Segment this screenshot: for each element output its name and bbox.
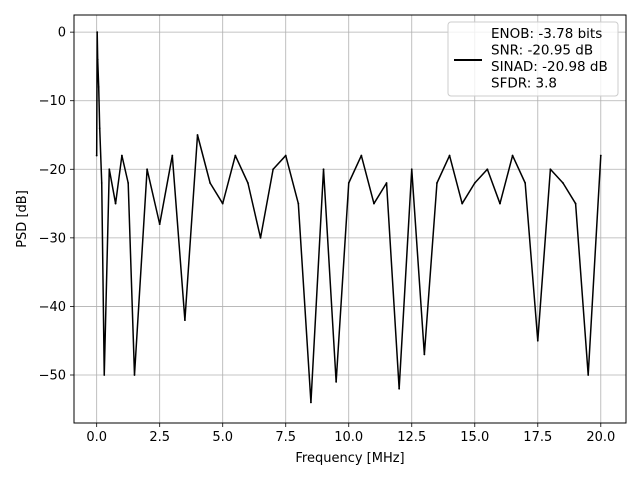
psd-data-point xyxy=(373,202,375,205)
axes-frame xyxy=(73,14,627,424)
psd-data-point xyxy=(114,202,117,205)
y-tick-label: −50 xyxy=(39,369,66,384)
y-tick-label: −30 xyxy=(39,231,66,246)
psd-data-point xyxy=(310,401,312,404)
x-tick-label: 7.5 xyxy=(275,430,296,445)
psd-data-point xyxy=(103,374,106,376)
grid xyxy=(74,15,626,423)
y-tick-label: −40 xyxy=(39,300,66,315)
psd-data-point xyxy=(436,182,438,184)
psd-data-point xyxy=(423,353,426,356)
psd-data-point xyxy=(171,154,174,157)
psd-data-point xyxy=(322,168,325,171)
psd-data-point xyxy=(158,223,161,226)
psd-data-point xyxy=(184,319,186,322)
psd-data-point xyxy=(98,127,101,130)
x-tick-label: 0.0 xyxy=(86,430,107,445)
legend-sfdr: SFDR: 3.8 xyxy=(491,76,557,92)
psd-data-point xyxy=(196,134,199,136)
x-tick-label: 15.0 xyxy=(460,430,489,445)
psd-data-point xyxy=(486,168,489,171)
psd-data-point xyxy=(133,374,136,376)
psd-data-point xyxy=(398,387,401,390)
psd-data-point xyxy=(247,182,249,184)
y-axis-label: PSD [dB] xyxy=(15,190,30,248)
psd-data-point xyxy=(95,154,98,157)
psd-data-point xyxy=(587,374,590,376)
psd-data-point xyxy=(234,154,237,157)
psd-data-point xyxy=(562,182,564,184)
legend-enob: ENOB: -3.78 bits xyxy=(491,26,602,42)
psd-data-point xyxy=(284,154,287,157)
y-tick-label: −10 xyxy=(39,94,66,109)
x-tick-label: 2.5 xyxy=(149,430,170,445)
psd-data-point xyxy=(360,154,363,157)
psd-data-point xyxy=(100,182,103,184)
psd-data-point xyxy=(146,168,148,171)
legend: ENOB: -3.78 bits SNR: -20.95 dB SINAD: -… xyxy=(447,21,619,97)
psd-data-point xyxy=(97,86,100,88)
psd-data-point xyxy=(297,202,300,205)
psd-data-point xyxy=(127,182,130,184)
psd-data-point xyxy=(536,339,539,342)
x-tick-label: 17.5 xyxy=(523,430,552,445)
psd-data-point xyxy=(221,202,224,205)
psd-data-point xyxy=(461,202,464,205)
psd-data-point xyxy=(96,31,99,34)
x-axis-ticks: 0.0 2.5 5.0 7.5 10.0 12.5 15.0 17.5 20.0 xyxy=(86,423,615,445)
y-tick-label: −20 xyxy=(39,163,66,178)
x-tick-label: 12.5 xyxy=(397,430,426,445)
y-axis-ticks: 0 −10 −20 −30 −40 −50 xyxy=(39,26,74,384)
x-tick-label: 20.0 xyxy=(586,430,615,445)
psd-data-point xyxy=(473,182,476,184)
x-axis-label: Frequency [MHz] xyxy=(295,451,404,466)
legend-box xyxy=(447,21,619,97)
psd-data-point xyxy=(108,168,111,171)
psd-data-point xyxy=(549,168,552,171)
psd-data-point xyxy=(209,182,212,184)
psd-data-point xyxy=(335,380,338,383)
psd-data-point xyxy=(499,202,501,205)
psd-data-point xyxy=(259,236,262,239)
psd-data-point xyxy=(448,154,451,157)
psd-data-point xyxy=(410,168,413,171)
psd-data-point xyxy=(96,58,99,61)
psd-data-point xyxy=(524,182,527,184)
legend-snr: SNR: -20.95 dB xyxy=(491,43,593,59)
legend-sinad: SINAD: -20.98 dB xyxy=(491,59,608,75)
x-tick-label: 5.0 xyxy=(212,430,233,445)
psd-data-point xyxy=(272,168,275,171)
psd-data-point xyxy=(574,202,577,205)
psd-data-point xyxy=(120,154,123,157)
x-tick-label: 10.0 xyxy=(334,430,363,445)
psd-data-point xyxy=(599,154,602,157)
y-tick-label: 0 xyxy=(58,26,66,41)
plot-area xyxy=(95,31,602,404)
psd-data-point xyxy=(385,182,388,184)
psd-data-point xyxy=(511,154,514,157)
psd-data-point xyxy=(347,182,350,184)
